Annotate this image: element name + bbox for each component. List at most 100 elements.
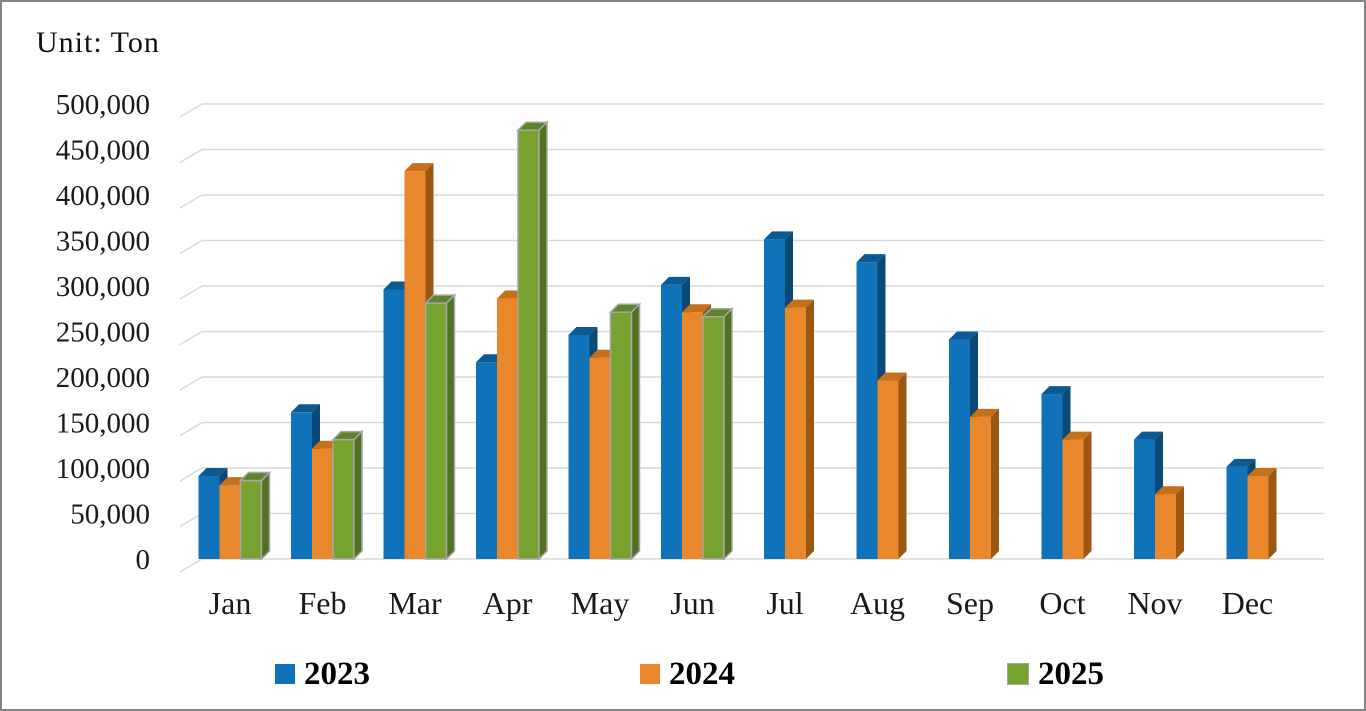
bar-front-face (219, 485, 241, 559)
gridline-depth-tick (179, 376, 203, 391)
gridline-depth-tick (179, 330, 203, 346)
bar-2024-Aug (877, 372, 907, 559)
x-axis-label-Aug: Aug (850, 585, 905, 621)
bar-front-face (877, 380, 899, 559)
gridline-depth-tick (179, 421, 203, 437)
y-axis-tick-label: 400,000 (56, 180, 150, 212)
bar-side-face (898, 372, 907, 559)
bar-front-face (682, 312, 703, 559)
gridline-depth-tick (179, 148, 203, 164)
bar-top-face (764, 231, 793, 240)
bar-front-face (1134, 439, 1155, 559)
bar-side-face (1083, 431, 1092, 559)
bar-side-face (353, 429, 363, 561)
y-axis-tick-label: 50,000 (70, 499, 150, 531)
bar-top-face (970, 408, 999, 417)
bar-side-face (1268, 468, 1277, 559)
bar-front-face (856, 262, 878, 559)
legend-swatch-2025 (1007, 663, 1029, 685)
bar-front-face (589, 357, 611, 559)
gridline-depth-tick (179, 285, 203, 300)
bar-side-face (991, 408, 999, 559)
legend-entry-2025: 2025 (1007, 654, 1104, 694)
bar-2025-Feb (331, 429, 364, 561)
bar-side-face (630, 302, 641, 561)
bar-front-face (404, 171, 426, 559)
bar-front-face (291, 412, 312, 559)
bar-top-face (1062, 431, 1092, 440)
bar-top-face (1247, 468, 1277, 476)
bar-front-face (1226, 466, 1248, 559)
bar-top-face (568, 326, 598, 335)
bar-side-face (1176, 486, 1184, 559)
bar-side-face (806, 299, 814, 559)
column-chart: 0 50,000 100,000 150,000 200,000 250,000 300,0… (56, 89, 1324, 621)
y-axis-tick-label: 350,000 (56, 226, 150, 258)
gridline-depth-tick (179, 512, 203, 528)
bar-front-face (1155, 494, 1176, 559)
bar-front-face (497, 298, 518, 559)
bar-front-face (424, 302, 448, 560)
x-axis-label-Jul: Jul (766, 585, 803, 621)
legend-swatch-2024 (640, 664, 660, 684)
bar-front-face (568, 334, 590, 559)
gridline-depth-tick (179, 239, 203, 255)
bar-front-face (476, 362, 497, 559)
bar-front-face (702, 316, 725, 560)
bar-front-face (332, 438, 355, 560)
bar-2024-Nov (1155, 486, 1184, 559)
bar-front-face (1062, 439, 1084, 559)
bar-top-face (404, 163, 434, 172)
bar-front-face (661, 284, 682, 559)
bar-side-face (723, 306, 733, 561)
y-axis-tick-label: 500,000 (56, 89, 150, 121)
x-axis-label-Jan: Jan (209, 585, 252, 621)
y-axis-tick-label: 0 (136, 544, 151, 576)
legend-label-2024: 2024 (669, 655, 735, 692)
bar-top-face (785, 299, 814, 308)
bar-2025-Apr (516, 120, 549, 561)
legend-label-2023: 2023 (304, 655, 370, 692)
legend-entry-2023: 2023 (275, 654, 370, 694)
bar-top-face (949, 331, 978, 340)
x-axis-label-Dec: Dec (1222, 585, 1274, 621)
bar-2025-May (608, 302, 642, 561)
bar-top-face (1134, 431, 1163, 440)
legend-label-2025: 2025 (1038, 655, 1104, 692)
gridline-depth-tick (179, 103, 203, 118)
legend: 2023 2024 2025 (2, 654, 1364, 700)
bar-top-face (661, 276, 690, 285)
bar-2024-Dec (1247, 468, 1277, 559)
bar-top-face (856, 254, 886, 263)
bar-front-face (785, 307, 806, 559)
y-axis-tick-label: 150,000 (56, 408, 150, 440)
x-axis-label-Nov: Nov (1127, 585, 1182, 621)
legend-swatch-2023 (275, 664, 295, 684)
bar-front-face (198, 476, 220, 559)
bar-front-face (517, 129, 540, 560)
bar-front-face (312, 448, 333, 559)
bar-front-face (383, 289, 405, 559)
gridline-depth-tick (179, 558, 203, 573)
x-axis-label-Apr: Apr (483, 585, 533, 621)
bar-front-face (239, 479, 263, 560)
bar-top-face (1155, 486, 1184, 495)
y-axis-tick-label: 100,000 (56, 453, 150, 485)
bar-front-face (970, 416, 991, 559)
bar-2024-Oct (1062, 431, 1092, 559)
y-axis-tick-label: 200,000 (56, 362, 150, 394)
bar-top-face (291, 404, 320, 413)
bar-2024-Jul (785, 299, 814, 559)
gridline-depth-tick (179, 467, 203, 482)
bar-front-face (1247, 476, 1269, 559)
bar-2025-Mar (423, 293, 457, 561)
bar-front-face (1041, 394, 1063, 559)
bar-side-face (538, 120, 548, 561)
bar-top-face (682, 304, 711, 313)
bar-2025-Jun (701, 306, 734, 561)
y-axis-tick-label: 450,000 (56, 135, 150, 167)
x-axis-label-Feb: Feb (299, 585, 347, 621)
gridline-depth-tick (179, 194, 203, 209)
y-axis-tick-label: 300,000 (56, 271, 150, 303)
